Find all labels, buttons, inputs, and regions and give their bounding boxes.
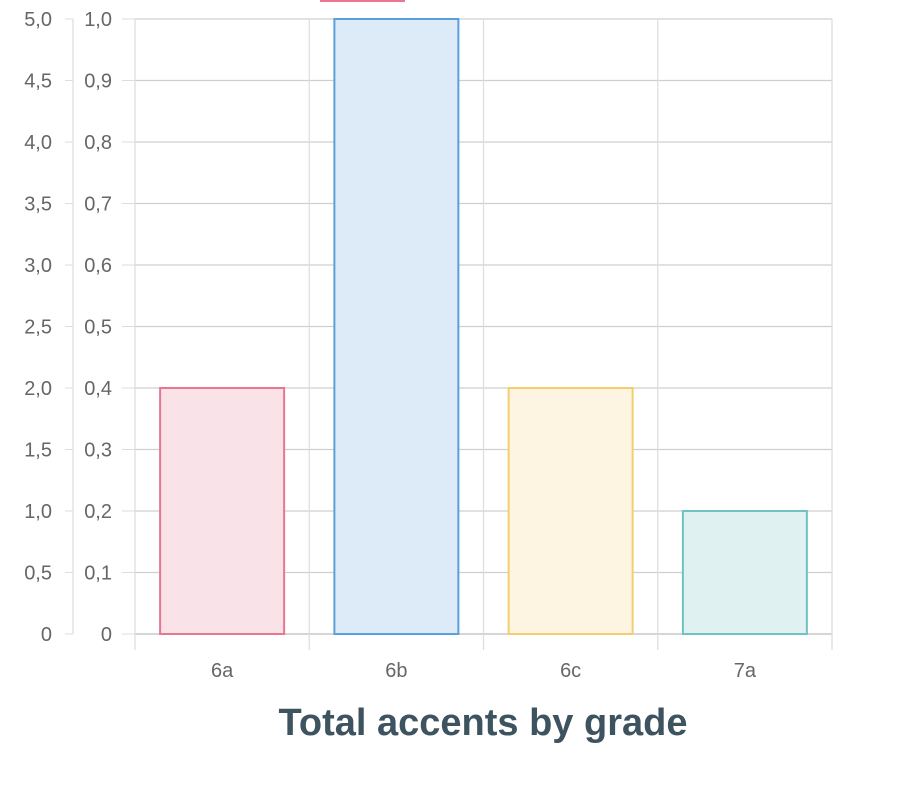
y-tick-label: 0 xyxy=(101,624,112,646)
y2-tick-label: 4,0 xyxy=(24,132,52,154)
x-tick-label: 6b xyxy=(385,660,407,682)
tick-labels: 0 0 0,5 0,1 1,0 0,2 1,5 0,3 2,0 0,4 2,5 0,5 3,0 0,6 3,… xyxy=(24,9,757,682)
y-tick-label: 0,6 xyxy=(84,255,112,277)
y2-tick-label: 3,5 xyxy=(24,194,52,216)
y2-tick-label: 5,0 xyxy=(24,9,52,31)
bar-6a xyxy=(159,387,286,635)
axes xyxy=(65,18,136,650)
y2-tick-label: 0,5 xyxy=(24,563,52,585)
y-tick-label: 0,5 xyxy=(84,317,112,339)
x-tick-label: 6a xyxy=(211,660,234,682)
chart-title: Total accents by grade xyxy=(279,702,688,744)
y-tick-label: 1,0 xyxy=(84,9,112,31)
bar-7a xyxy=(681,510,808,635)
x-tick-label: 7a xyxy=(734,660,757,682)
y2-tick-label: 2,0 xyxy=(24,378,52,400)
y-tick-label: 0,8 xyxy=(84,132,112,154)
y2-tick-label: 3,0 xyxy=(24,255,52,277)
y2-tick-label: 1,5 xyxy=(24,440,52,462)
y2-tick-label: 2,5 xyxy=(24,317,52,339)
y2-tick-label: 1,0 xyxy=(24,501,52,523)
y2-tick-label: 0 xyxy=(41,624,52,646)
x-tick-label: 6c xyxy=(560,660,581,682)
y-tick-label: 0,9 xyxy=(84,71,112,93)
bar-6c xyxy=(507,387,634,635)
y2-tick-label: 4,5 xyxy=(24,71,52,93)
y-tick-label: 0,1 xyxy=(84,563,112,585)
legend-swatch[interactable] xyxy=(320,0,405,2)
y-tick-label: 0,4 xyxy=(84,378,112,400)
grid-lines xyxy=(135,18,833,650)
bar-6b xyxy=(333,18,460,635)
y-tick-label: 0,7 xyxy=(84,194,112,216)
bars xyxy=(159,18,808,635)
y-tick-label: 0,3 xyxy=(84,440,112,462)
y-tick-label: 0,2 xyxy=(84,501,112,523)
